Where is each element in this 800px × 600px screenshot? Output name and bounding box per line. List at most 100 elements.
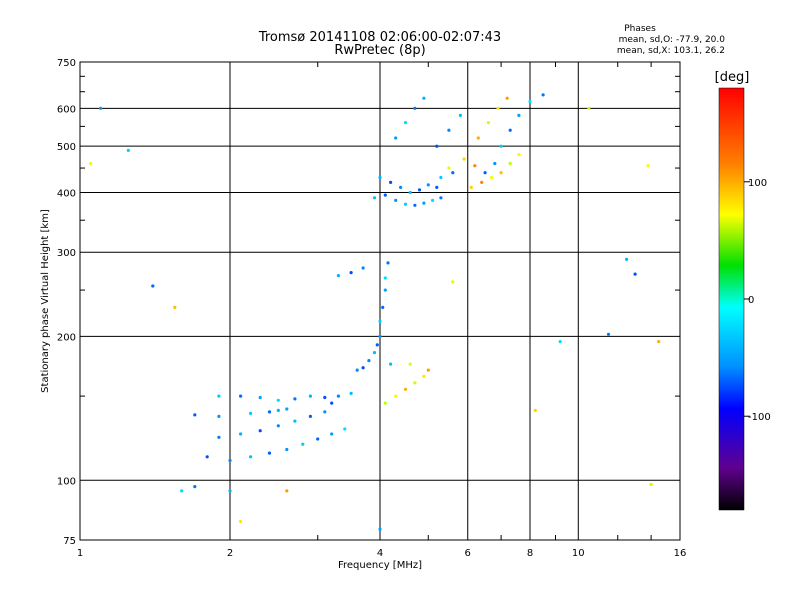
data-point [606,332,611,336]
data-point [394,394,398,398]
data-point [217,414,221,418]
colorbar: [deg] 100 0 -100 [715,70,771,511]
data-point [439,196,443,200]
chart-title: Tromsø 20141108 02:06:00-02:07:43 [258,30,501,45]
y-tick-label: 200 [57,332,76,343]
data-point [126,148,130,152]
phase-info-o: mean, sd,O: -77.9, 20.0 [619,35,726,45]
data-point [447,128,451,132]
x-tick-label: 16 [674,548,687,559]
data-point [267,410,272,414]
data-point [386,261,390,265]
data-point [228,489,232,493]
data-point [180,489,184,493]
data-point [439,175,443,180]
data-point [633,272,637,276]
data-point [323,395,327,400]
colorbar-tick-label: 100 [748,178,767,189]
data-point [493,161,497,166]
phase-info-box: Phases mean, sd,O: -77.9, 20.0 mean, sd,… [617,24,725,56]
data-point [431,198,435,202]
data-point [403,387,408,391]
data-point [499,144,503,148]
data-point [483,171,487,175]
data-point [508,128,512,132]
data-point [587,106,591,110]
data-point [625,257,629,261]
data-point [490,175,494,180]
x-axis-label: Frequency [MHz] [338,560,422,571]
colorbar-gradient [718,87,745,511]
data-point [383,276,387,280]
data-point [343,427,347,431]
data-point [293,419,297,423]
data-point [435,185,439,189]
data-point [403,121,408,125]
data-point [336,274,340,278]
data-point [323,410,327,414]
data-point [435,144,439,148]
data-point [451,171,455,175]
data-point [458,113,462,117]
data-point [394,136,398,140]
data-point [422,201,426,205]
data-point [276,424,280,428]
data-point [372,351,377,355]
data-point [417,188,422,192]
data-point [422,374,426,378]
data-point [383,193,387,197]
data-point [205,455,209,459]
data-point [301,442,305,446]
data-point [330,432,334,436]
data-point [403,202,408,206]
data-point [462,157,466,161]
data-point [349,271,353,275]
data-point [528,99,532,104]
data-point [349,391,353,395]
data-point [258,429,262,433]
data-point [422,96,426,100]
data-point [361,366,365,370]
grid-lines [79,61,681,541]
y-axis-label: Stationary phase Virtual Height [km] [40,209,51,393]
data-point [649,482,653,487]
data-point [381,305,385,309]
data-point [657,340,661,344]
data-point [378,334,382,338]
data-point [508,161,512,166]
data-point [486,121,490,125]
data-point [316,437,320,441]
data-point [239,432,243,436]
data-point [239,519,243,524]
data-point [447,166,451,170]
data-point [285,489,289,493]
data-point [389,180,393,184]
data-point [239,394,243,398]
colorbar-tick-label: -100 [748,412,771,423]
data-point [99,106,103,110]
data-point [426,183,430,187]
colorbar-ticks: 100 0 -100 [744,178,771,423]
data-point [399,185,403,189]
data-point [173,305,177,309]
data-point [496,106,500,110]
data-point [193,485,197,489]
data-point [517,113,521,117]
y-tick-label: 750 [57,58,76,69]
data-point [378,175,382,180]
y-tick-label: 500 [57,142,76,153]
colorbar-tick-label: 0 [748,295,754,306]
data-point [517,153,521,157]
data-point [451,280,455,284]
y-tick-label: 400 [57,188,76,199]
chart-subtitle: RwPretec (8p) [334,43,425,58]
data-point [426,368,430,372]
x-tick-label: 8 [527,548,533,559]
data-point [413,381,417,385]
data-point [413,203,417,207]
data-point [308,394,312,398]
x-tick-label: 6 [465,548,471,559]
data-point [285,407,289,411]
x-tick-label: 10 [572,548,585,559]
